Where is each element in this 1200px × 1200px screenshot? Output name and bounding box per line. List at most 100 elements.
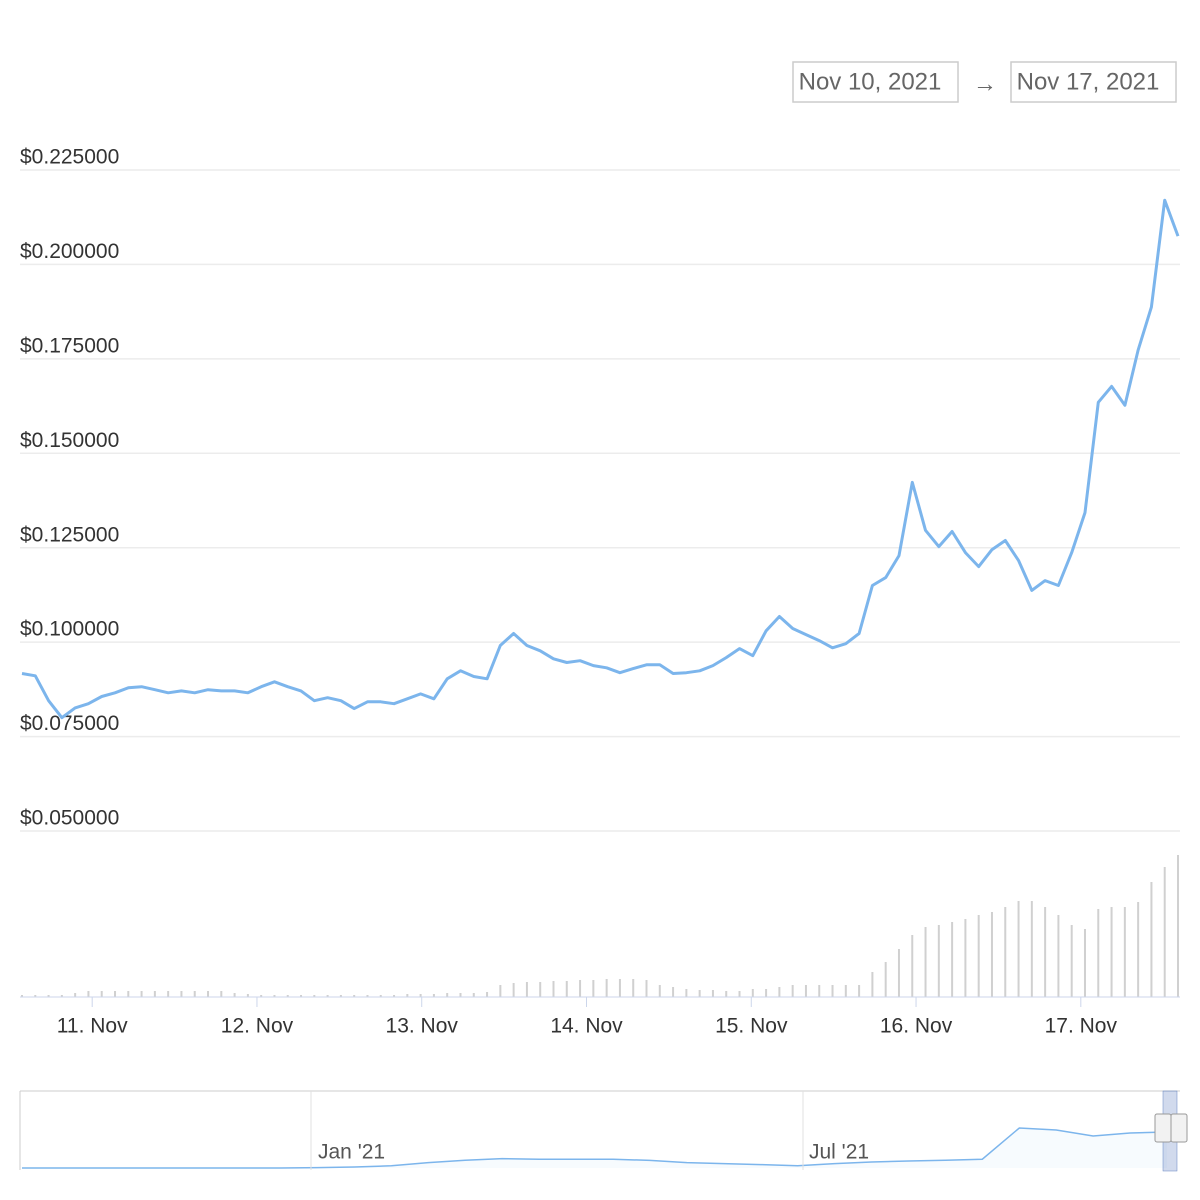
volume-bar [512, 983, 515, 997]
date-from[interactable]: Nov 10, 2021 [799, 68, 942, 95]
volume-bar [379, 995, 382, 997]
x-tick-label: 16. Nov [880, 1015, 953, 1038]
volume-bar [1163, 867, 1166, 997]
y-tick-label: $0.050000 [20, 807, 119, 830]
volume-bar [951, 922, 954, 997]
volume-bar [472, 993, 475, 997]
volume-bar [486, 992, 489, 997]
volume-bar [393, 995, 396, 997]
volume-bar [831, 985, 834, 997]
date-to-box[interactable] [1010, 61, 1177, 103]
volume-bar [751, 989, 754, 997]
volume-bar [738, 991, 741, 997]
navigator-label: Jul '21 [809, 1141, 869, 1164]
volume-bar [725, 991, 728, 997]
volume-bar [326, 995, 329, 997]
volume-bar [1030, 901, 1033, 997]
navigator-line [22, 1127, 1168, 1169]
volume-bar [446, 993, 449, 997]
volume-bar [658, 985, 661, 997]
volume-bar [1017, 901, 1020, 997]
volume-bar [127, 991, 130, 997]
y-tick-label: $0.125000 [20, 523, 119, 546]
volume-bar [432, 994, 435, 997]
volume-bar [499, 985, 502, 997]
date-arrow: → [973, 70, 997, 97]
volume-bar [964, 919, 967, 997]
volume-bar [778, 987, 781, 997]
volume-bar [937, 925, 940, 997]
navigator-handle[interactable] [1154, 1113, 1172, 1143]
volume-bar [286, 995, 289, 997]
volume-bar [207, 991, 210, 997]
volume-bar [1004, 907, 1007, 997]
volume-bar [100, 991, 103, 997]
volume-bar [1057, 915, 1060, 997]
navigator-label: Jan '21 [318, 1141, 385, 1164]
volume-bar [300, 995, 303, 997]
volume-bar [74, 993, 77, 997]
price-line [21, 198, 1180, 720]
volume-bar [977, 915, 980, 997]
volume-bar [366, 995, 369, 997]
y-tick-label: $0.075000 [20, 712, 119, 735]
volume-bar [990, 912, 993, 997]
volume-bar [1137, 902, 1140, 997]
volume-bar [220, 991, 223, 997]
volume-bar [565, 981, 568, 997]
volume-bar [605, 979, 608, 997]
volume-bar [765, 989, 768, 997]
x-tick-label: 13. Nov [386, 1015, 459, 1038]
volume-bar [114, 991, 117, 997]
volume-bar [632, 979, 635, 997]
y-tick-label: $0.200000 [20, 240, 119, 263]
volume-bar [858, 985, 861, 997]
volume-bar [791, 985, 794, 997]
volume-bar [525, 982, 528, 997]
volume-bar [1123, 907, 1126, 997]
navigator-handle[interactable] [1170, 1113, 1188, 1143]
volume-bar [273, 995, 276, 997]
volume-bar [804, 985, 807, 997]
volume-bar [34, 995, 37, 997]
y-tick-label: $0.175000 [20, 334, 119, 357]
volume-bar [1150, 882, 1153, 997]
volume-bar [353, 995, 356, 997]
volume-bar [406, 994, 409, 997]
volume-bar [153, 991, 156, 997]
volume-bar [579, 980, 582, 997]
volume-bar [60, 995, 63, 997]
y-tick-label: $0.150000 [20, 429, 119, 452]
x-tick-label: 15. Nov [715, 1015, 788, 1038]
volume-bar [552, 981, 555, 997]
x-tick-label: 12. Nov [221, 1015, 294, 1038]
volume-bar [685, 989, 688, 997]
volume-bar [87, 991, 90, 997]
volume-bar [1083, 929, 1086, 997]
navigator-area [22, 1128, 1167, 1168]
volume-bar [711, 990, 714, 997]
volume-bar [246, 994, 249, 997]
volume-bar [897, 949, 900, 997]
volume-bar [260, 995, 263, 997]
volume-bar [339, 995, 342, 997]
date-to[interactable]: Nov 17, 2021 [1017, 68, 1160, 95]
volume-bar [924, 927, 927, 997]
volume-bar [884, 962, 887, 997]
volume-bar [618, 979, 621, 997]
x-tick-label: 17. Nov [1045, 1015, 1118, 1038]
x-tick-label: 14. Nov [550, 1015, 623, 1038]
volume-bar [818, 985, 821, 997]
date-from-box[interactable] [792, 61, 959, 103]
volume-bar [419, 994, 422, 997]
volume-bar [1177, 855, 1179, 997]
volume-bar [1044, 907, 1047, 997]
volume-bar [180, 991, 183, 997]
volume-bar [233, 993, 236, 997]
volume-bar [844, 985, 847, 997]
volume-bar [167, 991, 170, 997]
volume-bar [21, 995, 23, 997]
navigator[interactable]: Jan '21 Jul '21 [19, 1090, 1188, 1172]
